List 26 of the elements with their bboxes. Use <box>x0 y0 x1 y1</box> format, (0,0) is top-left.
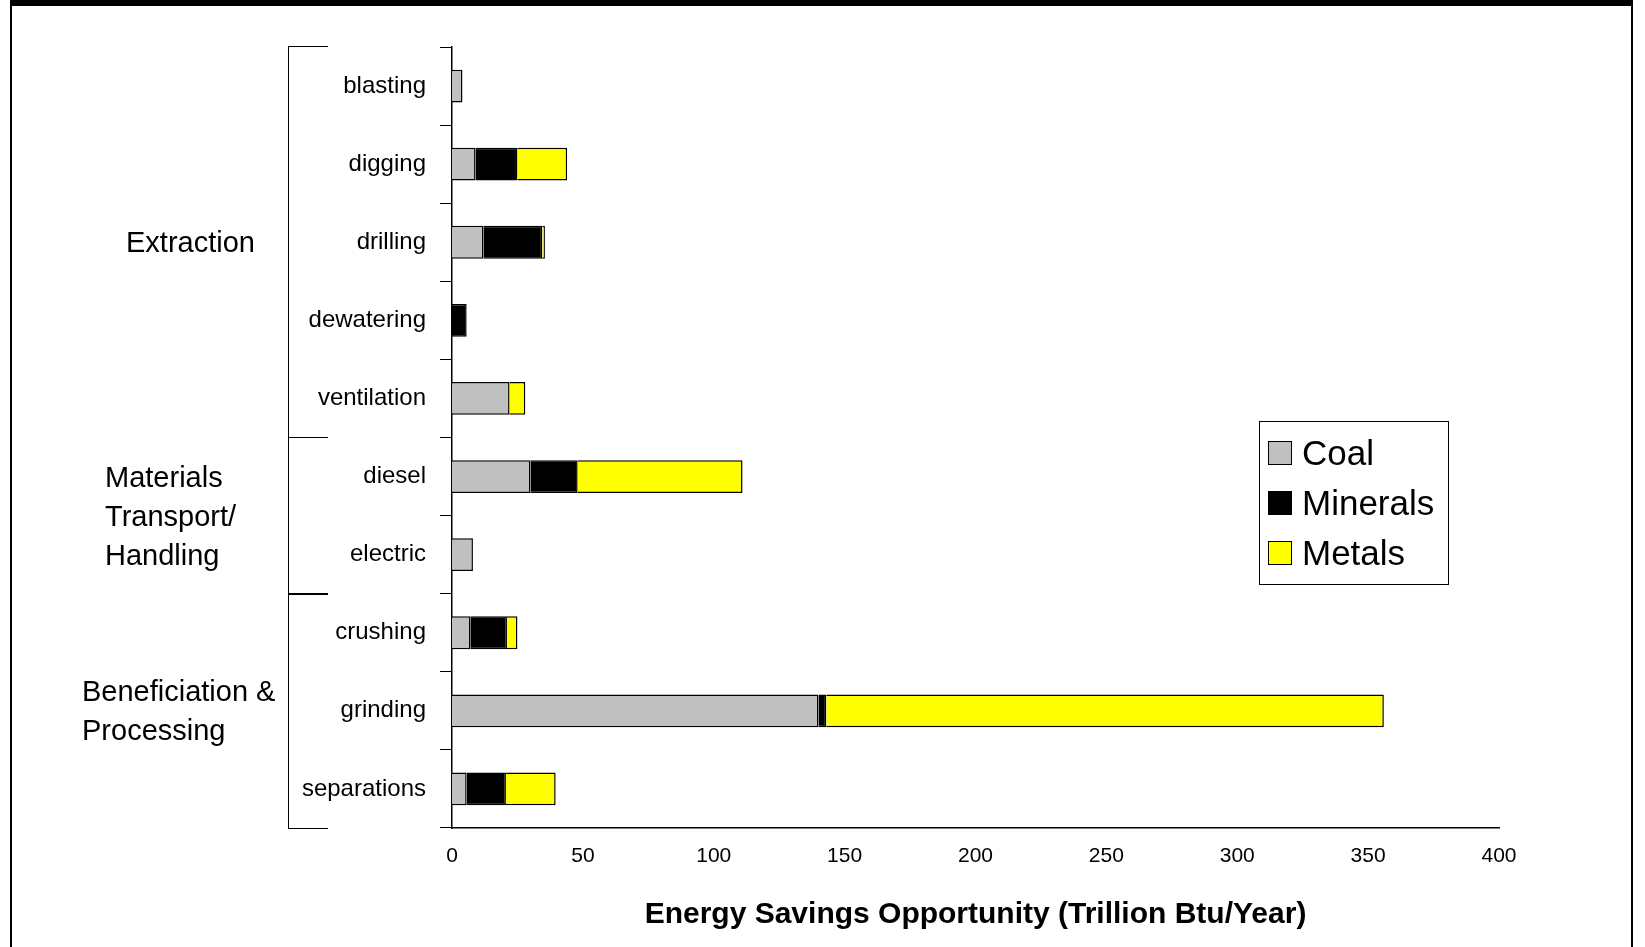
x-tick-label: 250 <box>1088 843 1124 867</box>
y-tick-label: electric <box>349 539 426 567</box>
x-tick-label: 100 <box>696 843 732 867</box>
y-tick-label: ventilation <box>317 383 426 411</box>
x-tick-label: 150 <box>827 843 863 867</box>
y-tick-label: grinding <box>340 695 426 723</box>
x-tick-label: 200 <box>957 843 994 867</box>
text: Extraction <box>126 224 256 260</box>
text: Beneficiation & Processing <box>82 673 277 748</box>
x-tick-label: 0 <box>446 843 458 867</box>
y-tick-label: blasting <box>343 70 426 98</box>
y-tick-label: dewatering <box>308 304 426 332</box>
x-tick-label: 50 <box>571 843 595 867</box>
text: Materials Transport/ Handling <box>105 459 238 573</box>
x-tick-label: 300 <box>1219 843 1255 867</box>
legend-label: Metals <box>1302 533 1406 573</box>
x-tick-label: 400 <box>1481 843 1517 867</box>
y-tick-label: separations <box>301 773 426 801</box>
y-tick-label: crushing <box>335 617 426 645</box>
legend-label: Minerals <box>1302 483 1435 523</box>
y-tick-label: diesel <box>363 461 426 489</box>
y-tick-label: drilling <box>356 226 426 254</box>
y-tick-label: digging <box>348 148 426 176</box>
x-tick-label: 350 <box>1350 843 1386 867</box>
legend-label: Coal <box>1302 433 1374 473</box>
x-axis-title: Energy Savings Opportunity (Trillion Btu/Year) <box>644 896 1307 930</box>
